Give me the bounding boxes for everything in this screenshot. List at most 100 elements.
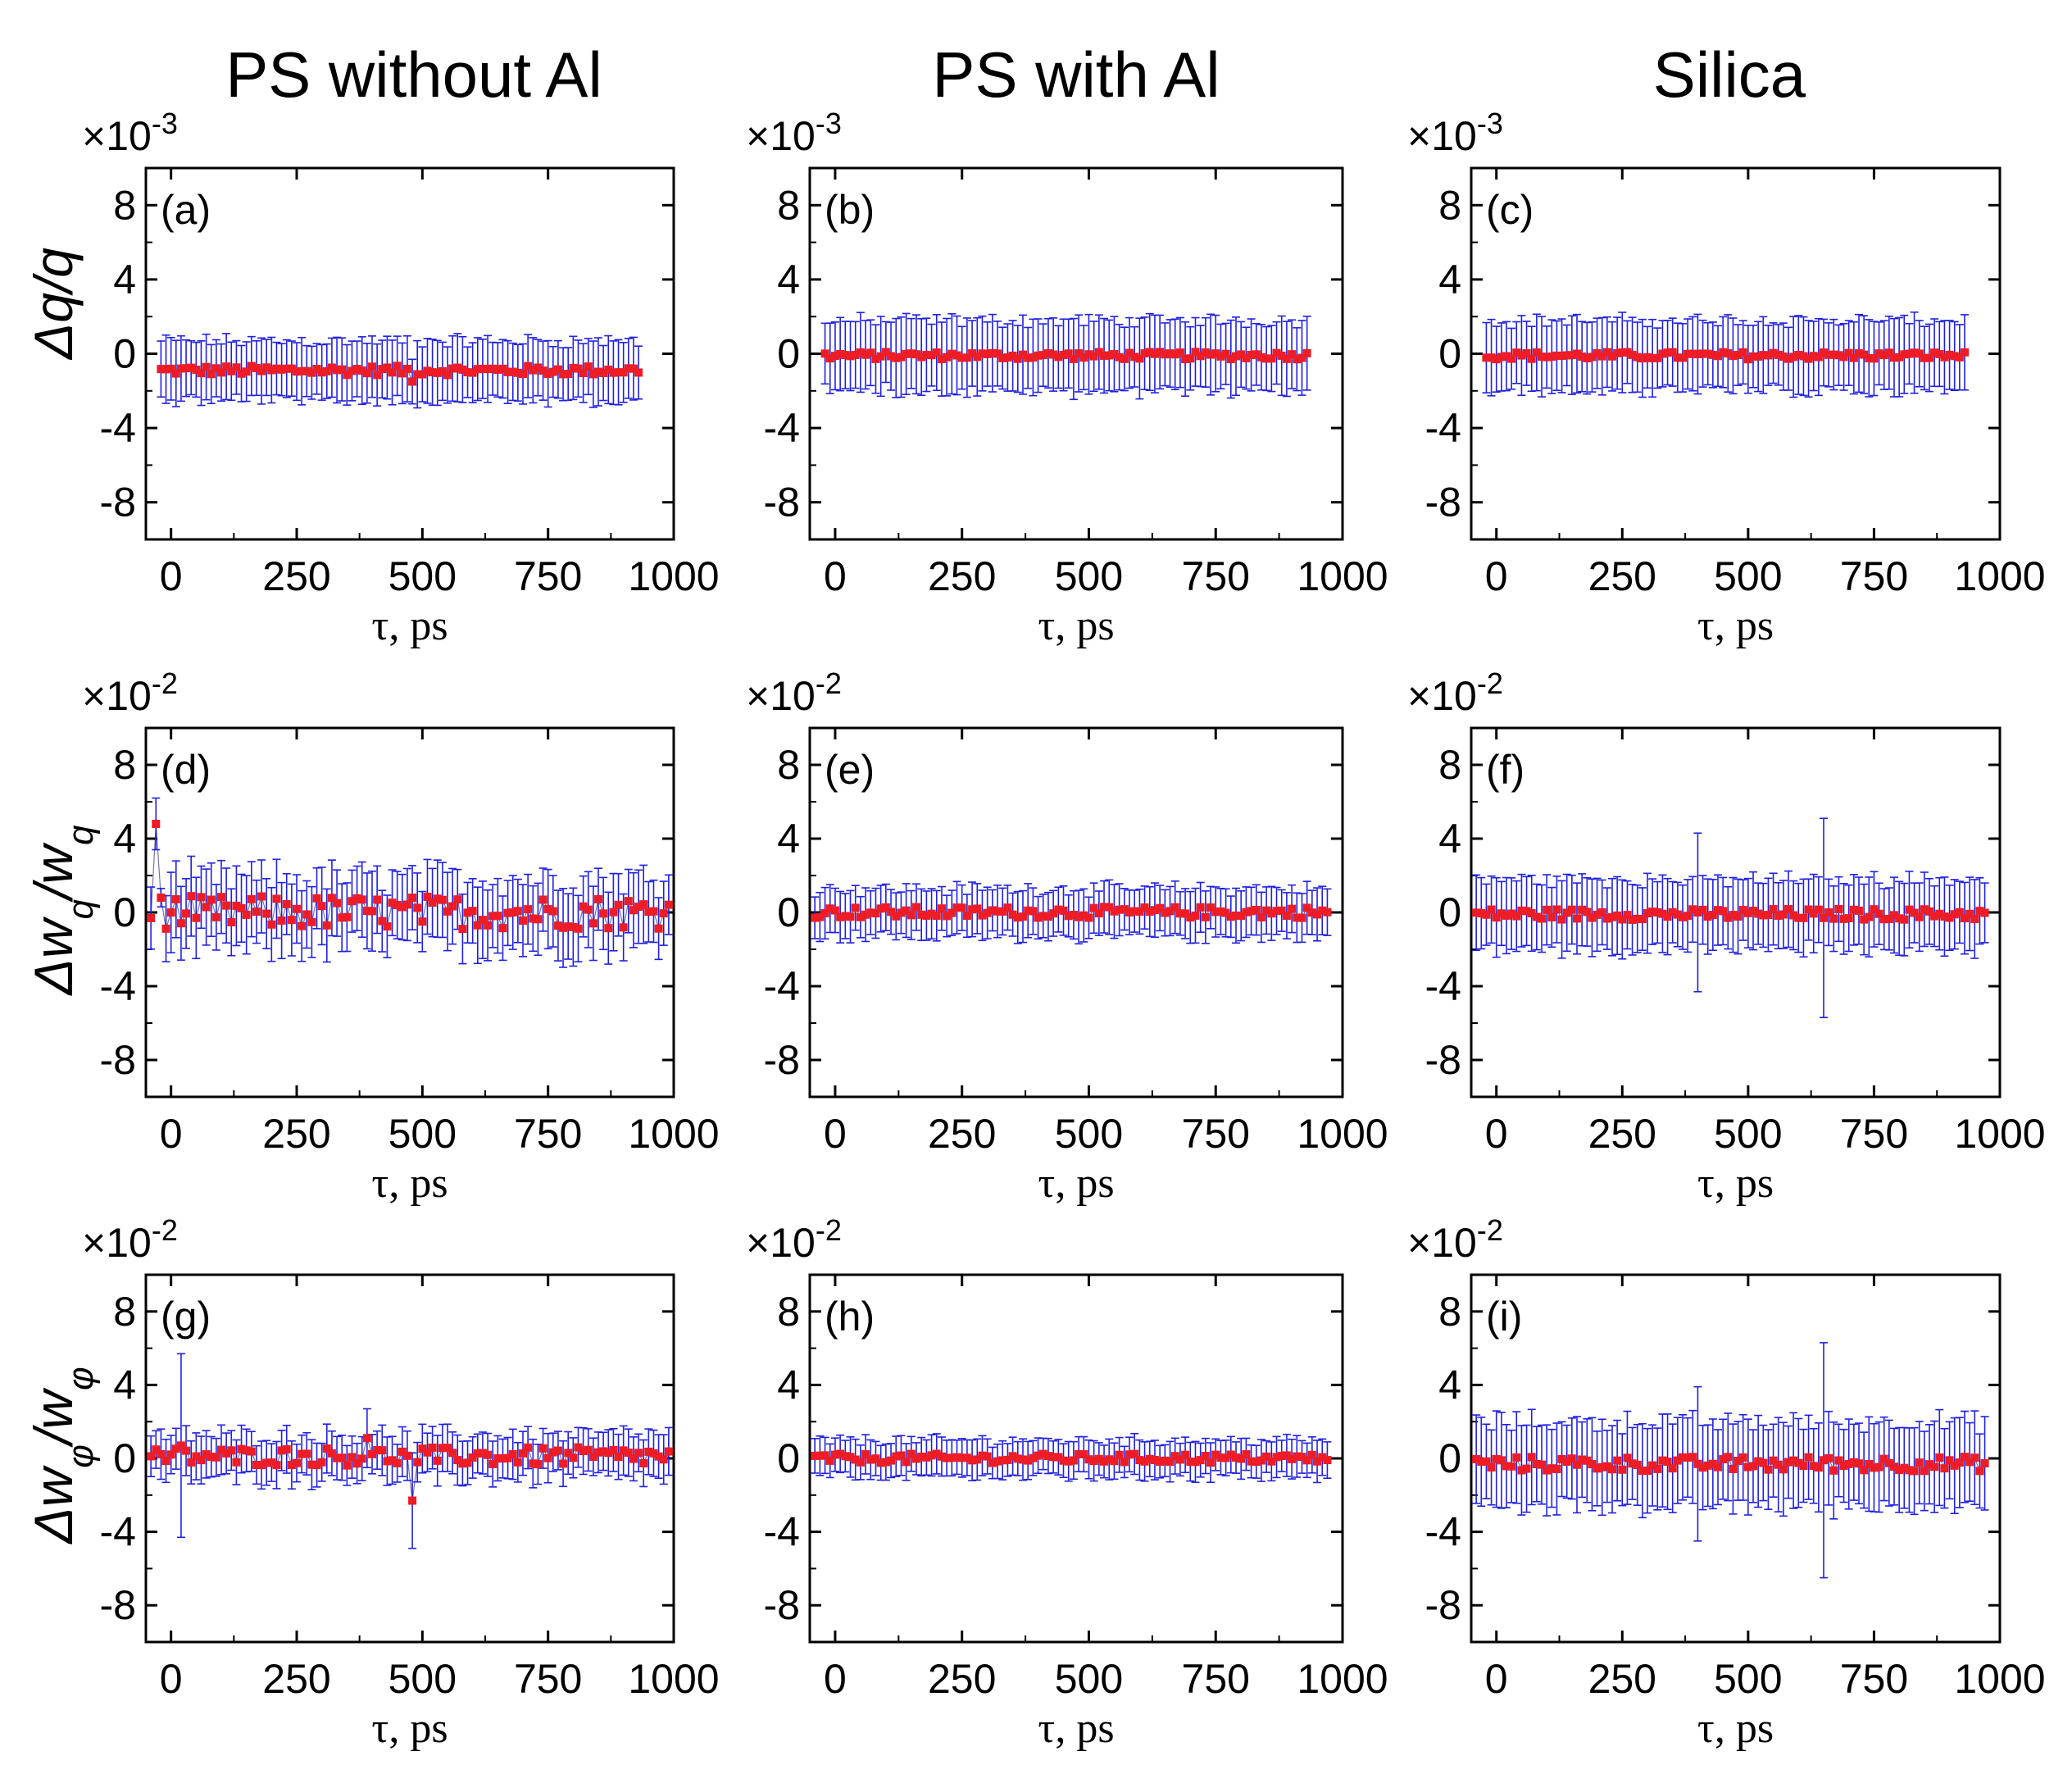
data-point	[1277, 1452, 1286, 1461]
data-point	[1075, 912, 1084, 921]
data-point	[1935, 909, 1944, 918]
data-point	[161, 924, 170, 933]
y-tick-label: 0	[1438, 331, 1461, 377]
data-point	[1895, 1466, 1904, 1475]
data-point	[1679, 1453, 1687, 1462]
data-point	[408, 377, 417, 386]
data-point	[1829, 914, 1838, 923]
data-point	[1125, 348, 1134, 357]
data-point	[1084, 1455, 1093, 1464]
data-point	[1729, 911, 1738, 920]
data-point	[1196, 1456, 1205, 1465]
data-point	[1120, 905, 1129, 914]
data-point	[1538, 353, 1546, 362]
data-point	[1013, 354, 1022, 363]
data-point	[1567, 351, 1576, 360]
data-point	[277, 916, 286, 925]
data-point	[1226, 355, 1235, 364]
x-tick-label: 250	[928, 553, 996, 599]
data-point	[1759, 1458, 1768, 1467]
data-point	[1125, 1450, 1134, 1459]
data-point	[649, 1449, 658, 1458]
data-point	[1492, 913, 1501, 922]
x-tick-label: 750	[1840, 553, 1908, 599]
data-point	[1125, 907, 1134, 917]
data-point	[1140, 349, 1149, 358]
data-point	[1920, 905, 1929, 914]
data-series	[147, 797, 673, 968]
data-point	[287, 916, 296, 925]
plot-frame	[144, 726, 675, 1099]
scale-exponent: -2	[1477, 666, 1503, 700]
y-tick-label: -4	[1425, 963, 1461, 1009]
data-point	[1024, 906, 1033, 915]
data-point	[836, 1449, 845, 1458]
y-tick-label: 8	[1438, 182, 1461, 228]
y-tick-label: -4	[764, 963, 800, 1009]
data-point	[538, 895, 548, 904]
y-tick-label: -8	[1425, 480, 1461, 525]
y-tick-label: -4	[100, 963, 136, 1009]
data-point	[1170, 1452, 1179, 1461]
data-point	[458, 1459, 467, 1468]
data-point	[317, 1458, 326, 1467]
x-tick-label: 0	[824, 1656, 847, 1702]
data-point	[1820, 913, 1828, 922]
data-point	[1673, 910, 1682, 919]
data-point	[1201, 348, 1210, 357]
data-point	[1100, 903, 1109, 912]
data-point	[1497, 909, 1506, 918]
data-point	[1920, 1467, 1929, 1476]
x-tick-label: 500	[1714, 1111, 1782, 1157]
data-point	[1945, 1456, 1954, 1465]
data-point	[388, 898, 397, 907]
data-point	[957, 903, 966, 912]
y-tick-label: -4	[100, 1509, 136, 1555]
data-point	[519, 916, 527, 925]
data-point	[978, 911, 987, 920]
data-point	[1247, 1457, 1256, 1466]
data-point	[1849, 353, 1858, 362]
data-point	[272, 894, 281, 903]
data-point	[619, 923, 628, 932]
data-point	[1140, 903, 1149, 912]
data-point	[1008, 910, 1017, 919]
data-point	[548, 367, 557, 376]
data-point	[1855, 906, 1863, 915]
data-point	[524, 1443, 533, 1452]
data-point	[846, 352, 855, 361]
data-point	[892, 912, 901, 921]
data-point	[1272, 1453, 1281, 1462]
data-point	[943, 1453, 952, 1462]
data-point	[1749, 352, 1757, 361]
y-tick-label: 0	[113, 331, 136, 377]
data-point	[343, 1461, 352, 1470]
data-point	[1003, 903, 1012, 912]
data-point	[1267, 909, 1276, 918]
data-point	[298, 1449, 307, 1458]
data-point	[1834, 1456, 1843, 1465]
data-point	[1054, 353, 1063, 362]
data-point	[1663, 348, 1672, 357]
data-point	[1910, 908, 1919, 917]
data-point	[1562, 908, 1571, 917]
data-point	[1578, 905, 1587, 914]
data-point	[952, 351, 961, 360]
data-point	[624, 364, 633, 373]
data-point	[1547, 912, 1556, 921]
data-point	[866, 348, 875, 357]
data-point	[588, 1453, 598, 1462]
panel-f: 8 4 0 -4 -8 0 250 500 750 1000 τ, ps ×10-2 (f)	[1407, 666, 2046, 1208]
data-point	[508, 367, 517, 376]
data-point	[1029, 353, 1038, 362]
panel-c: 8 4 0 -4 -8 0 250 500 750 1000 τ, ps ×10-3 (c)	[1407, 107, 2046, 650]
data-point	[629, 906, 638, 915]
data-point	[317, 902, 326, 911]
y-tick-label: 0	[777, 331, 800, 377]
scale-base: ×10	[82, 1220, 152, 1266]
y-tick-label: 8	[1438, 1289, 1461, 1335]
data-point	[1789, 911, 1798, 920]
data-point	[1799, 913, 1808, 922]
data-point	[463, 1458, 472, 1467]
data-point	[599, 368, 608, 377]
